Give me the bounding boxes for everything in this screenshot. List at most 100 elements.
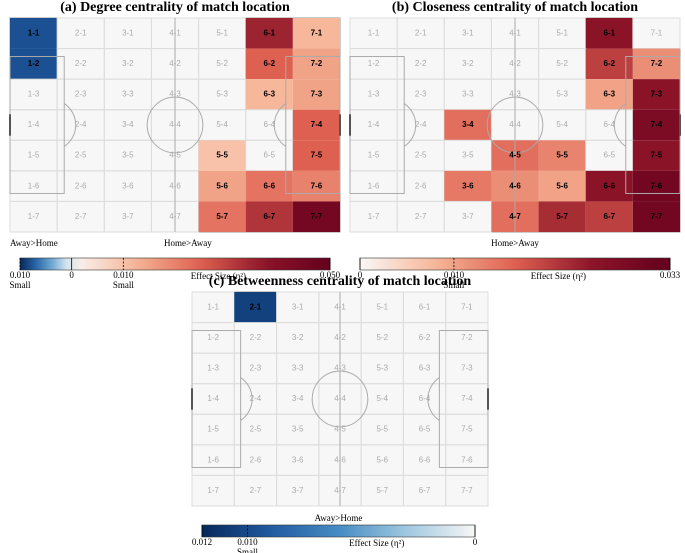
cell [10, 18, 58, 49]
cell-label: 2-1 [415, 28, 427, 37]
cell [292, 201, 340, 232]
cell-label: 5-1 [377, 302, 389, 311]
cell-label: 5-3 [377, 364, 389, 373]
cell-label: 1-4 [368, 120, 380, 129]
cell-label: 3-4 [122, 120, 134, 129]
cell [632, 109, 680, 141]
cell [245, 201, 293, 232]
cell [292, 140, 340, 171]
cell-label: 3-1 [292, 302, 304, 311]
cell-outline [632, 17, 681, 50]
cell-label: 5-5 [377, 425, 389, 434]
cell [198, 201, 246, 232]
direction-label: Away>Home [315, 513, 363, 523]
cell-label: 1-1 [207, 302, 219, 311]
colorbar [359, 257, 671, 271]
colorbar-note: Small [113, 280, 135, 290]
cell-label: 6-4 [264, 120, 276, 129]
cell-label: 7-5 [461, 425, 473, 434]
direction-label: Home>Away [491, 238, 539, 248]
cell-label: 1-2 [207, 333, 219, 342]
cell-label: 5-7 [556, 212, 568, 221]
cell-label: 7-7 [651, 212, 663, 221]
cell-label: 1-7 [368, 212, 380, 221]
cell [10, 48, 58, 80]
cell-label: 2-5 [415, 151, 427, 160]
colorbar-tick-label: 0.010 [113, 270, 134, 280]
cell-label: 6-6 [264, 181, 276, 190]
cell-label: 2-7 [250, 486, 262, 495]
colorbar-tick-label: 0 [473, 537, 478, 547]
cell-label: 6-3 [419, 364, 431, 373]
direction-label: Away>Home [10, 238, 58, 248]
cell [538, 201, 586, 232]
cell-label: 5-2 [377, 333, 389, 342]
cell-label: 1-4 [207, 394, 219, 403]
cell-label: 3-5 [292, 425, 304, 434]
cell-label: 3-6 [462, 181, 474, 190]
cell-label: 4-3 [509, 90, 521, 99]
right-arc [273, 103, 287, 147]
cell [538, 170, 586, 202]
cell-label: 2-1 [75, 28, 87, 37]
colorbar [19, 257, 331, 271]
cell-label: 6-4 [419, 394, 431, 403]
cell [292, 48, 340, 80]
cell-label: 1-7 [207, 486, 219, 495]
colorbar-tick-label: 0 [358, 270, 363, 280]
cell-label: 4-6 [334, 455, 346, 464]
cell-label: 2-1 [250, 302, 262, 311]
centre-circle [146, 96, 204, 154]
panel-title: (c) Betweenness centrality of match loca… [209, 274, 472, 289]
colorbar-label: Effect Size (η²) [191, 271, 246, 281]
colorbar-tick-label: 0.010 [444, 270, 465, 280]
cell-label: 5-6 [556, 181, 568, 190]
cell-label: 6-4 [604, 120, 616, 129]
cell-label: 6-3 [264, 90, 276, 99]
cell-label: 5-2 [216, 59, 228, 68]
cell-label: 7-1 [651, 28, 663, 37]
cell [632, 140, 680, 171]
cell-label: 4-5 [334, 425, 346, 434]
cell-label: 5-2 [556, 59, 568, 68]
right-arc [613, 103, 627, 147]
cell-label: 3-4 [292, 394, 304, 403]
cell [198, 170, 246, 202]
cell-label: 3-6 [122, 181, 134, 190]
cell-label: 3-5 [462, 151, 474, 160]
cell-label: 4-2 [509, 59, 521, 68]
cell-label: 3-2 [292, 333, 304, 342]
cell-label: 7-3 [461, 364, 473, 373]
colorbar-note: Small [9, 280, 31, 290]
cell-label: 2-2 [75, 59, 87, 68]
cell-label: 6-7 [264, 212, 276, 221]
cell-label: 3-3 [122, 90, 134, 99]
cell-label: 4-6 [169, 181, 181, 190]
cell-outline [445, 474, 489, 507]
cell-label: 6-1 [604, 28, 616, 37]
colorbar-label: Effect Size (η²) [531, 271, 586, 281]
cell-label: 7-3 [311, 90, 323, 99]
cell-label: 3-7 [122, 212, 134, 221]
cell-label: 5-1 [216, 28, 228, 37]
cell-label: 3-1 [122, 28, 134, 37]
cell-label: 2-3 [75, 90, 87, 99]
cell-label: 4-1 [509, 28, 521, 37]
cell-label: 6-7 [604, 212, 616, 221]
cell [632, 79, 680, 110]
left-arc [63, 103, 77, 147]
cell-label: 7-4 [311, 120, 323, 129]
cell-label: 7-5 [311, 151, 323, 160]
cell-label: 5-6 [216, 181, 228, 190]
cell-label: 2-2 [415, 59, 427, 68]
cell-label: 6-5 [419, 425, 431, 434]
cell-label: 1-5 [207, 425, 219, 434]
cell [632, 48, 680, 80]
cell-label: 3-1 [462, 28, 474, 37]
panel-title: (a) Degree centrality of match location [60, 0, 290, 15]
cell-label: 2-3 [250, 364, 262, 373]
cell-label: 7-1 [461, 302, 473, 311]
cell-label: 3-5 [122, 151, 134, 160]
cell-label: 7-6 [461, 455, 473, 464]
